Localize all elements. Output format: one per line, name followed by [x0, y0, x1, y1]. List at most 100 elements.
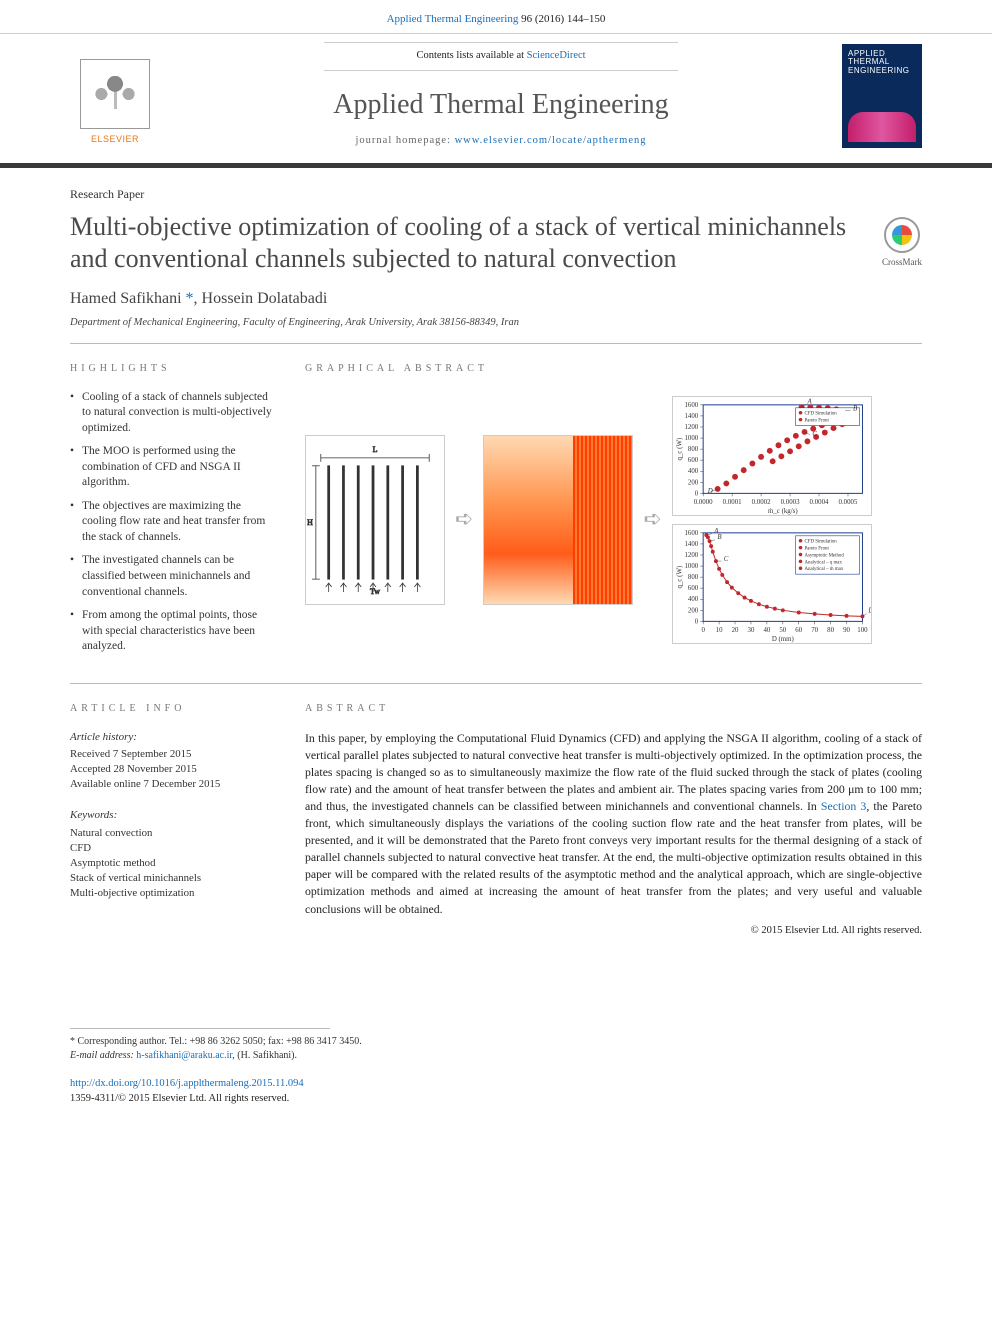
graphical-abstract-label: GRAPHICAL ABSTRACT	[305, 362, 922, 376]
svg-text:Pareto Front: Pareto Front	[804, 546, 829, 551]
pareto-scatter-chart: 020040060080010001200140016000.00000.000…	[672, 396, 872, 516]
article-title: Multi-objective optimization of cooling …	[70, 211, 864, 276]
svg-text:50: 50	[779, 627, 786, 634]
keyword-item: CFD	[70, 841, 275, 856]
history-line: Available online 7 December 2015	[70, 777, 275, 792]
svg-text:ṁ_c (kg/s): ṁ_c (kg/s)	[768, 508, 798, 515]
article-history-block: Article history: Received 7 September 20…	[70, 730, 275, 793]
journal-name: Applied Thermal Engineering	[180, 71, 822, 134]
keyword-item: Asymptotic method	[70, 856, 275, 871]
svg-text:0: 0	[695, 618, 699, 625]
corr-fax: +98 86 3417 3450.	[286, 1036, 362, 1047]
svg-text:70: 70	[811, 627, 818, 634]
masthead: ELSEVIER Contents lists available at Sci…	[0, 33, 992, 168]
svg-text:90: 90	[843, 627, 850, 634]
ga-thermal-panel	[483, 435, 633, 605]
svg-text:Pareto Front: Pareto Front	[804, 418, 829, 423]
crossmark-badge[interactable]: CrossMark	[882, 211, 922, 269]
svg-text:1400: 1400	[684, 541, 698, 548]
author-1: Hamed Safikhani	[70, 290, 186, 307]
svg-text:80: 80	[827, 627, 834, 634]
homepage-prefix: journal homepage:	[356, 135, 455, 146]
corr-marker[interactable]: *	[186, 290, 194, 307]
elsevier-tree-icon	[80, 59, 150, 129]
svg-text:20: 20	[731, 627, 738, 634]
cover-art-icon	[848, 112, 916, 142]
crossmark-icon	[892, 225, 912, 245]
svg-text:100: 100	[857, 627, 868, 634]
citation-journal-link[interactable]: Applied Thermal Engineering	[387, 13, 522, 25]
svg-text:0: 0	[695, 490, 699, 497]
homepage-link[interactable]: www.elsevier.com/locate/apthermeng	[455, 135, 647, 146]
svg-text:60: 60	[795, 627, 802, 634]
keywords-head: Keywords:	[70, 808, 275, 823]
svg-text:CFD Simulation: CFD Simulation	[804, 540, 837, 545]
history-head: Article history:	[70, 730, 275, 745]
svg-text:1200: 1200	[684, 552, 698, 559]
svg-text:Asymptotic Method: Asymptotic Method	[804, 553, 844, 558]
highlight-item: From among the optimal points, those wit…	[70, 608, 275, 655]
svg-text:D: D	[867, 607, 872, 614]
keyword-item: Natural convection	[70, 826, 275, 841]
svg-text:600: 600	[688, 457, 699, 464]
svg-text:1600: 1600	[684, 402, 698, 409]
sciencedirect-link[interactable]: ScienceDirect	[527, 50, 586, 61]
highlight-item: Cooling of a stack of channels subjected…	[70, 390, 275, 437]
svg-text:400: 400	[688, 468, 699, 475]
email-tail: , (H. Safikhani).	[232, 1050, 297, 1061]
email-label: E-mail address:	[70, 1050, 136, 1061]
highlights-label: HIGHLIGHTS	[70, 362, 275, 376]
corr-tel: +98 86 3262 5050	[190, 1036, 263, 1047]
arrow-icon: ➪	[643, 504, 661, 535]
svg-text:C: C	[812, 431, 817, 438]
svg-text:q_c (W): q_c (W)	[676, 566, 683, 589]
svg-text:400: 400	[688, 596, 699, 603]
svg-text:0: 0	[701, 627, 705, 634]
svg-text:1600: 1600	[684, 530, 698, 537]
svg-text:CFD Simulation: CFD Simulation	[804, 412, 837, 417]
L-label: L	[373, 445, 378, 454]
svg-text:30: 30	[747, 627, 754, 634]
svg-text:Analytical – q max: Analytical – q max	[804, 560, 842, 565]
svg-text:q_c (W): q_c (W)	[676, 438, 683, 461]
abstract-label: ABSTRACT	[305, 702, 922, 716]
ga-charts-panel: 020040060080010001200140016000.00000.000…	[672, 396, 872, 644]
arrow-icon: ➪	[455, 504, 473, 535]
section-link[interactable]: Section 3	[821, 799, 866, 813]
contents-prefix: Contents lists available at	[416, 50, 526, 61]
masthead-center: Contents lists available at ScienceDirec…	[180, 42, 822, 149]
highlights-list: Cooling of a stack of channels subjected…	[70, 390, 275, 655]
svg-text:A: A	[806, 398, 812, 405]
cover-title: APPLIED THERMAL ENGINEERING	[848, 50, 916, 76]
history-line: Received 7 September 2015	[70, 747, 275, 762]
svg-text:0.0000: 0.0000	[694, 499, 713, 506]
svg-text:800: 800	[688, 574, 699, 581]
journal-cover-thumb[interactable]: APPLIED THERMAL ENGINEERING	[842, 44, 922, 148]
svg-text:1000: 1000	[684, 435, 698, 442]
header-citation: Applied Thermal Engineering 96 (2016) 14…	[0, 0, 992, 33]
abstract-text: In this paper, by employing the Computat…	[305, 730, 922, 918]
Tw-label: Tw	[370, 587, 380, 596]
doi-link[interactable]: http://dx.doi.org/10.1016/j.applthermale…	[70, 1077, 922, 1092]
keyword-item: Multi-objective optimization	[70, 886, 275, 901]
keyword-item: Stack of vertical minichannels	[70, 871, 275, 886]
highlight-item: The MOO is performed using the combinati…	[70, 444, 275, 491]
keywords-block: Keywords: Natural convectionCFDAsymptoti…	[70, 808, 275, 901]
doi-block: http://dx.doi.org/10.1016/j.applthermale…	[0, 1073, 992, 1126]
email-link[interactable]: h-safikhani@araku.ac.ir	[136, 1050, 232, 1061]
footnotes: * Corresponding author. Tel.: +98 86 326…	[0, 1029, 992, 1073]
publisher-logo[interactable]: ELSEVIER	[70, 46, 160, 146]
author-sep: ,	[194, 290, 202, 307]
schematic-svg: L H Tw	[306, 436, 444, 604]
svg-text:200: 200	[688, 607, 699, 614]
svg-text:0.0001: 0.0001	[723, 499, 742, 506]
svg-text:10: 10	[716, 627, 723, 634]
svg-text:D (mm): D (mm)	[772, 636, 794, 643]
svg-text:40: 40	[763, 627, 770, 634]
highlight-item: The investigated channels can be classif…	[70, 553, 275, 600]
H-label: H	[307, 518, 313, 527]
svg-text:200: 200	[688, 479, 699, 486]
crossmark-label: CrossMark	[882, 256, 922, 269]
d-vs-q-chart: 0200400600800100012001400160001020304050…	[672, 524, 872, 644]
issn-line: 1359-4311/© 2015 Elsevier Ltd. All right…	[70, 1092, 922, 1107]
